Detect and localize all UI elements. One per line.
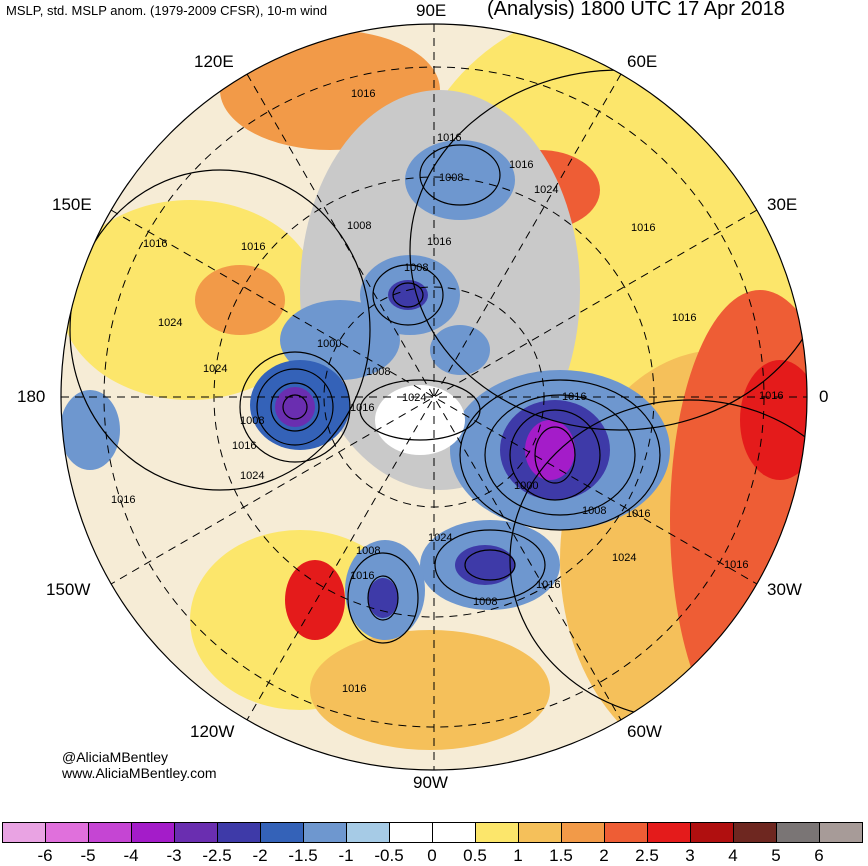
colorbar-swatch [647, 822, 691, 843]
isobar-label: 1016 [759, 390, 784, 402]
colorbar-tick: 2 [599, 846, 609, 865]
lon-label-180: 180 [17, 387, 46, 406]
isobar-label: 1008 [356, 545, 381, 557]
colorbar-swatch [690, 822, 734, 843]
isobar-label: 1016 [631, 222, 656, 234]
colorbar-swatch [776, 822, 820, 843]
colorbar-tick: 0.5 [463, 846, 487, 865]
lon-label-120w: 120W [190, 722, 235, 741]
isobar-label: 1000 [514, 480, 539, 492]
colorbar-swatch [2, 822, 46, 843]
isobar-label: 1024 [240, 470, 265, 482]
colorbar-swatch [131, 822, 175, 843]
isobar-label: 1016 [111, 494, 136, 506]
colorbar-tick: 2.5 [635, 846, 659, 865]
isobar-label: 1008 [439, 172, 464, 184]
isobar-label: 1008 [240, 415, 265, 427]
colorbar-tick: -2 [252, 846, 268, 865]
isobar-label: 1000 [317, 338, 342, 350]
colorbar-tick: 6 [814, 846, 824, 865]
colorbar-tick: 0 [427, 846, 437, 865]
lon-label-90w: 90W [413, 773, 448, 792]
lon-label-90e: 90E [416, 1, 447, 20]
colorbar: -6 -5 -4 -3 -2.5 -2 -1.5 -1 -0.5 0 0.5 1… [0, 822, 868, 865]
graticule [61, 24, 807, 770]
colorbar-swatch [260, 822, 304, 843]
colorbar-tick: -5 [80, 846, 96, 865]
isobar-label: 1016 [509, 159, 534, 171]
colorbar-tick: -0.5 [374, 846, 404, 865]
isobar-label: 1016 [143, 238, 168, 250]
colorbar-swatch [346, 822, 390, 843]
colorbar-swatch [45, 822, 89, 843]
isobar-label: 1016 [626, 508, 651, 520]
isobar-label: 1016 [724, 559, 749, 571]
isobar-label: 1024 [203, 363, 228, 375]
colorbar-swatch [604, 822, 648, 843]
isobar-label: 1016 [562, 391, 587, 403]
isobar-label: 1016 [351, 88, 376, 100]
lon-label-30e: 30E [767, 195, 798, 214]
colorbar-swatch [174, 822, 218, 843]
lon-label-30w: 30W [767, 580, 802, 599]
colorbar-swatch [389, 822, 433, 843]
isobar-label: 1024 [402, 392, 427, 404]
isobar-label: 1024 [428, 532, 453, 544]
lon-label-60w: 60W [627, 722, 662, 741]
colorbar-swatch [561, 822, 605, 843]
credit-twitter: @AliciaMBentley [62, 749, 169, 765]
colorbar-swatch [432, 822, 476, 843]
colorbar-swatch [518, 822, 562, 843]
isobar-label: 1024 [612, 552, 637, 564]
isobar-label: 1016 [672, 312, 697, 324]
isobar-label: 1016 [232, 440, 257, 452]
colorbar-tick: -1 [338, 846, 354, 865]
valid-time-title: (Analysis) 1800 UTC 17 Apr 2018 [487, 0, 785, 20]
isobar-label: 1008 [404, 262, 429, 274]
colorbar-swatch [819, 822, 863, 843]
lon-label-60e: 60E [627, 52, 658, 71]
colorbar-tick: -6 [37, 846, 53, 865]
isobar-label: 1016 [350, 570, 375, 582]
isobar-label: 1024 [534, 184, 559, 196]
colorbar-tick: 1 [513, 846, 523, 865]
credit-website: www.AliciaMBentley.com [62, 765, 217, 781]
colorbar-tick: 3 [685, 846, 695, 865]
isobar-label: 1008 [347, 220, 372, 232]
colorbar-tick: -3 [166, 846, 182, 865]
colorbar-swatch [88, 822, 132, 843]
isobar-label: 1016 [427, 236, 452, 248]
isobar-label: 1016 [342, 683, 367, 695]
isobar-label: 1016 [241, 241, 266, 253]
isobar-label: 1024 [158, 317, 183, 329]
colorbar-tick: 5 [771, 846, 781, 865]
colorbar-swatch [475, 822, 519, 843]
lon-label-150w: 150W [46, 580, 91, 599]
colorbar-tick: -2.5 [202, 846, 232, 865]
isobar-label: 1016 [536, 579, 561, 591]
lon-label-0: 0 [819, 387, 829, 406]
isobar-label: 1016 [350, 402, 375, 414]
colorbar-tick: -1.5 [288, 846, 318, 865]
isobars [69, 69, 807, 721]
isobar-label: 1008 [582, 505, 607, 517]
lon-label-150e: 150E [52, 195, 92, 214]
isobar-label: 1008 [473, 596, 498, 608]
isobar-label: 1008 [366, 366, 391, 378]
colorbar-swatch [217, 822, 261, 843]
colorbar-swatch [733, 822, 777, 843]
lon-label-120e: 120E [194, 52, 234, 71]
colorbar-tick: 1.5 [549, 846, 573, 865]
isobar-label: 1016 [437, 132, 462, 144]
map-title: MSLP, std. MSLP anom. (1979-2009 CFSR), … [6, 3, 328, 18]
colorbar-tick: -4 [123, 846, 139, 865]
colorbar-tick: 4 [728, 846, 738, 865]
polar-map [60, 23, 808, 771]
colorbar-swatch [303, 822, 347, 843]
